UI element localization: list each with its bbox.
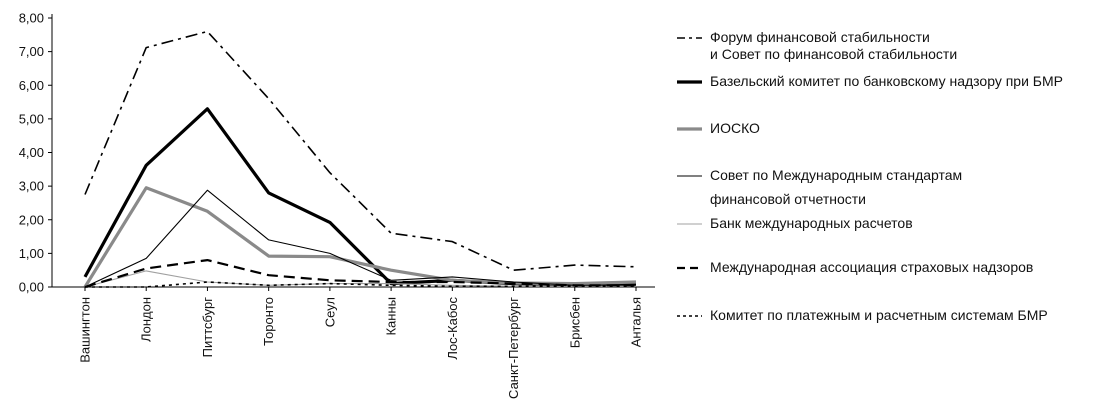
x-tick-label: Брисбен	[567, 297, 582, 348]
legend-label: и Совет по финансовой стабильности	[710, 46, 957, 62]
y-tick-label: 0,00	[19, 280, 44, 295]
legend-label: Базельский комитет по банковскому надзор…	[710, 73, 1063, 89]
x-tick-label: Торонто	[261, 297, 276, 346]
y-tick-label: 7,00	[19, 44, 44, 59]
legend-label: Комитет по платежным и расчетным система…	[710, 307, 1048, 323]
x-tick-label: Санкт-Петербург	[506, 297, 521, 399]
x-tick-label: Анталья	[629, 297, 644, 347]
legend-label: Форум финансовой стабильности	[710, 29, 930, 45]
y-tick-label: 5,00	[19, 111, 44, 126]
series-line-7	[85, 281, 636, 288]
x-tick-label: Лондон	[139, 297, 154, 342]
legend-label: ИОСКО	[710, 120, 760, 136]
legend-label: Совет по Международным стандартам	[710, 167, 962, 183]
series-line-5	[84, 270, 636, 288]
y-tick-label: 1,00	[19, 246, 44, 261]
series-line-4	[84, 189, 636, 288]
legend-label: финансовой отчетности	[710, 191, 866, 207]
y-tick-label: 3,00	[19, 179, 44, 194]
series-line-1	[84, 30, 637, 272]
x-tick-label: Питтсбург	[200, 297, 215, 358]
y-tick-label: 2,00	[19, 212, 44, 227]
y-tick-label: 4,00	[19, 145, 44, 160]
y-tick-label: 8,00	[19, 11, 44, 26]
series-layer	[83, 30, 637, 289]
legend-label: Международная ассоциация страховых надзо…	[710, 259, 1033, 275]
x-tick-label: Вашингтон	[78, 297, 93, 363]
y-tick-label: 6,00	[19, 78, 44, 93]
x-tick-label: Лос-Кабос	[445, 297, 460, 360]
axes: 0,00 1,00 2,00 3,00 4,00 5,00 6,00 7,00 8,00 Ваши…	[19, 11, 655, 399]
legend-label: Банк международных расчетов	[710, 215, 913, 231]
x-tick-label: Канны	[384, 297, 399, 336]
series-line-6	[84, 259, 636, 289]
x-tick-label: Сеул	[322, 297, 337, 327]
